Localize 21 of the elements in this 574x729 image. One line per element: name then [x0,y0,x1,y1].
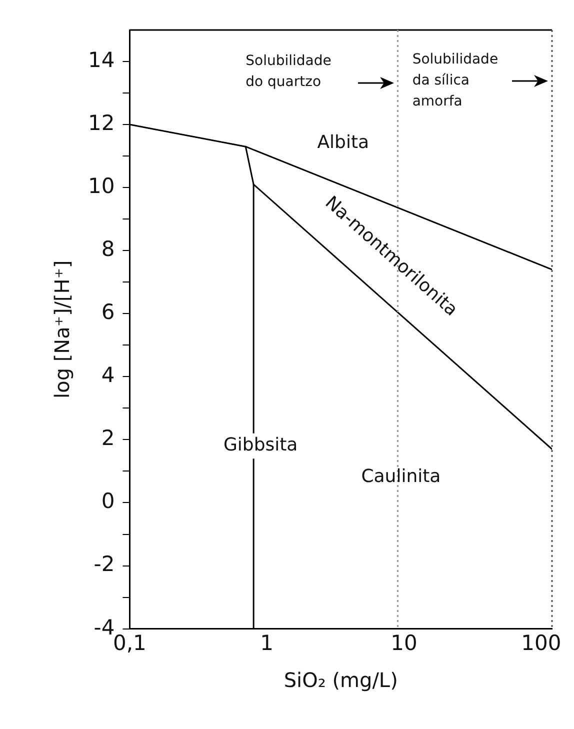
y-tick-label: 4 [101,363,115,388]
y-tick-label: 8 [101,237,115,262]
annotation: Gibbsita [223,434,298,456]
annotation: Solubilidade do quartzo [246,53,332,90]
annotation: Solubilidade da sílica amorfa [412,52,498,110]
x-tick-label: 1 [260,630,274,655]
y-tick-label: 0 [101,489,115,514]
y-tick-label: 10 [88,174,115,198]
y-tick-label: -4 [94,615,115,640]
annotation: Albita [317,132,370,154]
x-tick-label: 100 [521,630,562,655]
y-tick-label: 12 [88,111,115,135]
annotation: Caulinita [361,466,441,488]
y-tick-label: 2 [101,426,115,450]
y-tick-label: 14 [88,48,115,72]
x-tick-label: 0,1 [113,630,146,655]
y-tick-label: -2 [94,552,115,576]
y-axis-title: log [Na⁺]/[H⁺] [50,260,74,398]
x-tick-label: 10 [390,630,418,655]
y-tick-label: 6 [101,300,115,324]
x-axis-title: SiO₂ (mg/L) [284,668,398,692]
